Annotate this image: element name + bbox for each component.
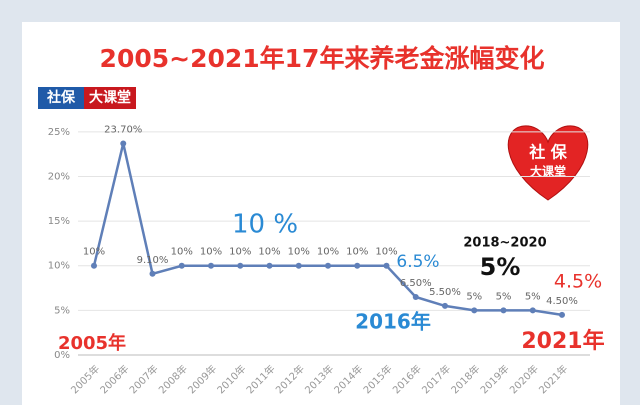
data-point [266, 262, 273, 269]
annotation: 2021年 [521, 328, 604, 354]
data-point [471, 307, 478, 314]
data-point [559, 311, 565, 318]
data-label: 5% [466, 291, 482, 302]
logo-heart [507, 125, 589, 201]
data-label: 6.50% [400, 278, 432, 289]
data-point [237, 262, 244, 269]
data-label: 23.70% [104, 124, 142, 135]
annotation: 10 % [232, 210, 298, 240]
data-label: 10% [288, 247, 310, 258]
data-point [91, 262, 97, 269]
data-label: 10% [83, 247, 105, 258]
data-label: 10% [375, 247, 397, 258]
annotation: 2016年 [355, 310, 431, 334]
data-point [500, 307, 507, 314]
data-label: 5.50% [429, 287, 461, 298]
annotation: 4.5% [554, 271, 602, 293]
data-point [178, 262, 185, 269]
y-tick-label: 5% [54, 305, 70, 316]
data-label: 5% [496, 291, 512, 302]
annotation: 6.5% [396, 252, 439, 272]
badge-right-bg [84, 87, 136, 109]
data-point [442, 302, 448, 309]
data-point [208, 262, 214, 269]
data-point [412, 293, 419, 300]
data-label: 4.50% [546, 296, 578, 307]
data-label: 10% [229, 247, 251, 258]
badge-right: 大课堂 [89, 89, 131, 106]
data-point [383, 262, 390, 269]
y-tick-label: 20% [48, 171, 70, 182]
data-point [120, 140, 127, 147]
badge-left-bg [38, 87, 84, 109]
data-point [325, 262, 331, 269]
data-label: 10% [200, 247, 222, 258]
badge-left: 社保 [46, 89, 76, 106]
data-point [354, 262, 361, 269]
panel [22, 22, 620, 405]
y-tick-label: 15% [48, 216, 70, 227]
data-point [295, 262, 302, 269]
data-point [149, 270, 156, 277]
data-label: 5% [525, 291, 541, 302]
data-label: 10% [317, 247, 339, 258]
chart-title: 2005~2021年17年来养老金涨幅变化 [100, 44, 545, 73]
logo-line1: 社 保 [528, 143, 568, 162]
y-tick-label: 0% [54, 350, 70, 361]
y-tick-label: 10% [48, 261, 70, 272]
annotation: 2018~2020 [463, 236, 546, 251]
data-label: 10% [171, 247, 193, 258]
data-label: 10% [258, 247, 280, 258]
data-label: 9.10% [137, 255, 169, 266]
annotation: 2005年 [58, 332, 126, 354]
data-label: 10% [346, 247, 368, 258]
annotation: 5% [480, 253, 521, 281]
y-tick-label: 25% [48, 127, 70, 138]
logo-line2: 大课堂 [530, 164, 566, 179]
data-point [529, 307, 536, 314]
